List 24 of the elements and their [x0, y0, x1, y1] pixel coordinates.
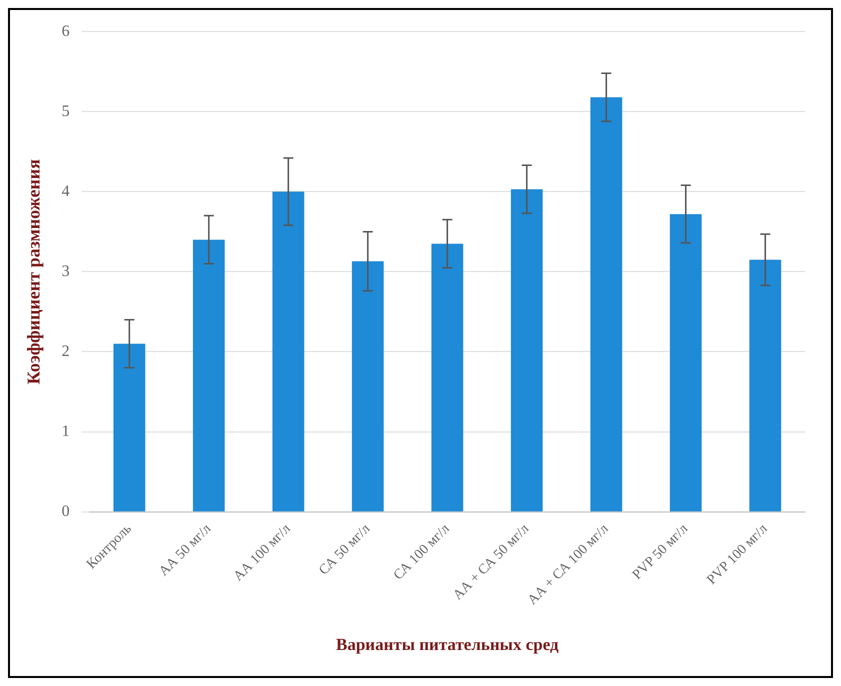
- y-tick-label: 1: [62, 422, 70, 440]
- bar: [272, 192, 304, 512]
- x-tick-label: СА 50 мг/л: [316, 522, 374, 578]
- y-tick-label: 6: [62, 22, 70, 40]
- x-tick-label: АА 50 мг/л: [156, 522, 214, 580]
- y-axis-title: Коэффициент размножения: [23, 158, 44, 384]
- bar: [670, 214, 702, 512]
- bar: [192, 240, 225, 512]
- x-tick-label: PVP 100 мг/л: [704, 522, 771, 588]
- bar: [510, 189, 543, 512]
- x-tick-label: АА 100 мг/л: [231, 522, 294, 584]
- bar: [749, 260, 782, 512]
- x-tick-label: СА 100 мг/л: [391, 522, 453, 584]
- y-tick-label: 5: [62, 102, 70, 120]
- y-tick-label: 2: [62, 342, 70, 360]
- bar: [431, 244, 464, 512]
- bar: [113, 344, 146, 512]
- y-tick-label: 0: [62, 503, 70, 520]
- bar: [352, 261, 384, 512]
- y-tick-label: 3: [62, 262, 70, 280]
- x-tick-label: PVP 50 мг/л: [630, 522, 692, 583]
- x-axis-title: Варианты питательных сред: [336, 635, 560, 654]
- y-tick-label: 4: [62, 182, 70, 200]
- bar: [590, 97, 622, 512]
